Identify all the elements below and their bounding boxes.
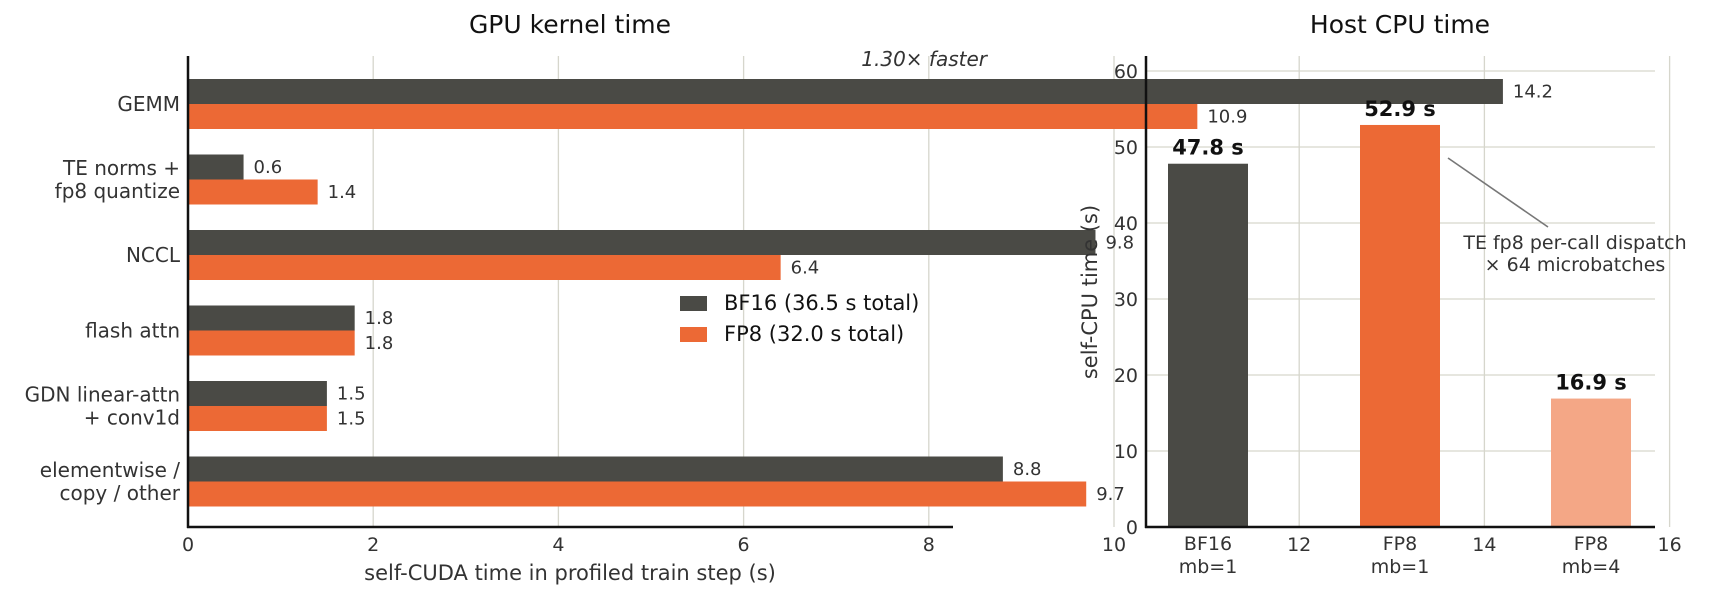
cpu-bars bbox=[1168, 124, 1631, 528]
bar-value-label: 0.6 bbox=[254, 157, 283, 178]
bar-value-label: 1.8 bbox=[365, 308, 394, 329]
bar-bf16 bbox=[188, 79, 1503, 104]
legend-swatch-fp8 bbox=[680, 327, 707, 342]
bar-value-label: 1.4 bbox=[328, 182, 357, 203]
cpu-axes bbox=[1144, 56, 1655, 529]
bar-fp8 bbox=[188, 104, 1198, 129]
callout-text: × 64 microbatches bbox=[1485, 254, 1666, 276]
x-tick-label: 4 bbox=[552, 534, 564, 556]
bar-fp8 bbox=[188, 406, 327, 431]
x-tick-label: 6 bbox=[738, 534, 750, 556]
category-label: + conv1d bbox=[84, 406, 180, 430]
x-tick-label: FP8 bbox=[1574, 533, 1608, 555]
x-tick-label: mb=1 bbox=[1179, 556, 1238, 578]
x-tick-label: 12 bbox=[1287, 534, 1311, 556]
legend-label: BF16 (36.5 s total) bbox=[724, 291, 919, 315]
x-tick-label: mb=4 bbox=[1562, 556, 1621, 578]
bar-value-label: 52.9 s bbox=[1364, 97, 1436, 121]
category-label: GEMM bbox=[117, 92, 180, 116]
bar-fp8 bbox=[188, 255, 781, 280]
bar-value-label: 8.8 bbox=[1013, 459, 1042, 480]
bar-value-label: 47.8 s bbox=[1172, 136, 1244, 160]
y-tick-label: 50 bbox=[1114, 137, 1138, 159]
x-tick-label: 16 bbox=[1658, 534, 1682, 556]
y-tick-label: 10 bbox=[1114, 441, 1138, 463]
legend-label: FP8 (32.0 s total) bbox=[724, 322, 904, 346]
gpu-bars bbox=[188, 79, 1503, 507]
chart-title: Host CPU time bbox=[1310, 10, 1490, 39]
bar-fp8 bbox=[188, 330, 355, 356]
callout-line bbox=[1447, 157, 1549, 228]
x-tick-label: 2 bbox=[367, 534, 379, 556]
bar-value-label: 1.5 bbox=[337, 384, 366, 405]
bar-value-label: 14.2 bbox=[1513, 82, 1553, 103]
gpu-legend: BF16 (36.5 s total) FP8 (32.0 s total) bbox=[680, 291, 919, 346]
category-label: flash attn bbox=[85, 319, 180, 343]
category-label: NCCL bbox=[126, 243, 181, 267]
x-tick-label: 10 bbox=[1102, 534, 1126, 556]
bar-bf16 bbox=[188, 456, 1003, 482]
category-label: GDN linear-attn bbox=[25, 383, 180, 407]
legend-swatch-bf16 bbox=[680, 296, 707, 311]
bar-value-label: 9.8 bbox=[1105, 233, 1134, 254]
y-tick-label: 40 bbox=[1114, 213, 1138, 235]
gpu-kernel-time-chart: 14.2 0.6 9.8 1.8 1.5 8.8 10.9 1.4 6.4 1.8 1.5 9.7 GE… bbox=[25, 10, 1682, 585]
y-tick-label: 30 bbox=[1114, 289, 1138, 311]
gpu-text: 14.2 0.6 9.8 1.8 1.5 8.8 10.9 1.4 6.4 1.8 1.5 9.7 GE… bbox=[25, 10, 1682, 585]
bar-value-label: 9.7 bbox=[1096, 484, 1125, 505]
speedup-annotation: 1.30× faster bbox=[861, 47, 989, 71]
x-axis-label: self-CUDA time in profiled train step (s… bbox=[364, 561, 776, 585]
x-tick-label: mb=1 bbox=[1371, 556, 1430, 578]
x-tick-label: 8 bbox=[923, 534, 935, 556]
bar-1 bbox=[1360, 124, 1440, 528]
gpu-grid bbox=[372, 56, 1671, 527]
bar-bf16 bbox=[188, 381, 327, 406]
category-label: fp8 quantize bbox=[55, 179, 180, 203]
callout-text: TE fp8 per-call dispatch bbox=[1462, 232, 1686, 254]
chart-title: GPU kernel time bbox=[469, 10, 671, 39]
bar-2 bbox=[1551, 398, 1631, 527]
x-tick-label: 14 bbox=[1472, 534, 1496, 556]
bar-value-label: 6.4 bbox=[791, 258, 820, 279]
y-axis-label: self-CPU time (s) bbox=[1078, 205, 1102, 379]
bar-bf16 bbox=[188, 230, 1096, 255]
bar-fp8 bbox=[188, 481, 1087, 507]
bar-value-label: 1.5 bbox=[337, 409, 366, 430]
bar-0 bbox=[1168, 163, 1248, 527]
x-tick-label: BF16 bbox=[1184, 533, 1232, 555]
category-label: TE norms + bbox=[62, 156, 180, 180]
x-tick-label: 0 bbox=[182, 534, 194, 556]
y-tick-label: 60 bbox=[1114, 61, 1138, 83]
bar-value-label: 1.8 bbox=[365, 333, 394, 354]
y-tick-label: 0 bbox=[1126, 517, 1138, 539]
category-label: copy / other bbox=[60, 481, 181, 505]
bar-value-label: 16.9 s bbox=[1555, 371, 1627, 395]
bar-bf16 bbox=[188, 154, 244, 180]
x-tick-label: FP8 bbox=[1383, 533, 1417, 555]
y-tick-label: 20 bbox=[1114, 365, 1138, 387]
bar-fp8 bbox=[188, 179, 318, 205]
bar-bf16 bbox=[188, 305, 355, 331]
gpu-axes bbox=[186, 56, 953, 529]
category-label: elementwise / bbox=[40, 458, 180, 482]
bar-value-label: 10.9 bbox=[1207, 107, 1247, 128]
